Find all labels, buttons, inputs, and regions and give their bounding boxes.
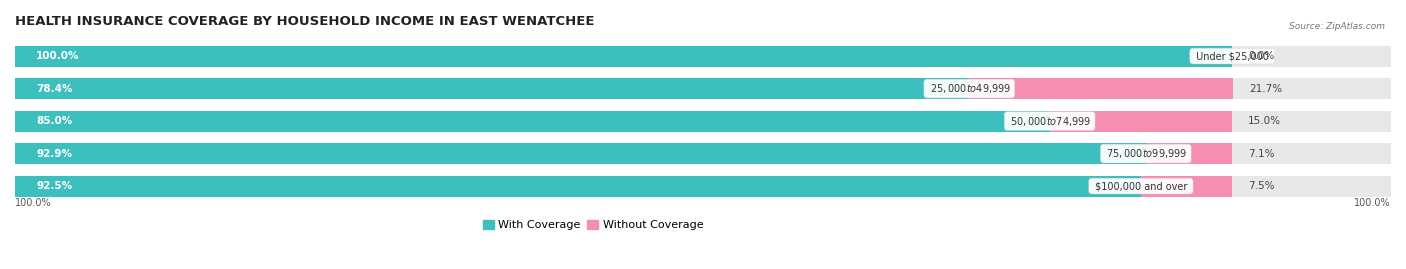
Bar	[969, 78, 1233, 99]
Bar	[1146, 143, 1232, 164]
Text: 7.1%: 7.1%	[1249, 148, 1275, 159]
Bar	[1050, 111, 1232, 132]
Bar	[15, 45, 1232, 67]
Bar	[15, 45, 1391, 67]
Bar	[15, 78, 1391, 99]
Text: Under $25,000: Under $25,000	[1192, 51, 1272, 61]
Text: 92.5%: 92.5%	[37, 181, 72, 191]
Text: HEALTH INSURANCE COVERAGE BY HOUSEHOLD INCOME IN EAST WENATCHEE: HEALTH INSURANCE COVERAGE BY HOUSEHOLD I…	[15, 15, 595, 28]
Text: $75,000 to $99,999: $75,000 to $99,999	[1104, 147, 1188, 160]
Bar	[15, 175, 1391, 197]
Bar	[15, 143, 1391, 164]
Bar	[15, 175, 1140, 197]
Text: 85.0%: 85.0%	[37, 116, 73, 126]
Bar	[15, 111, 1050, 132]
Text: $25,000 to $49,999: $25,000 to $49,999	[927, 82, 1012, 95]
Text: 92.9%: 92.9%	[37, 148, 72, 159]
Bar	[1140, 175, 1232, 197]
Text: 100.0%: 100.0%	[15, 198, 52, 208]
Text: 7.5%: 7.5%	[1249, 181, 1275, 191]
Text: 78.4%: 78.4%	[37, 84, 73, 94]
Text: 100.0%: 100.0%	[1354, 198, 1391, 208]
Text: Source: ZipAtlas.com: Source: ZipAtlas.com	[1289, 22, 1385, 30]
Bar	[15, 143, 1146, 164]
Legend: With Coverage, Without Coverage: With Coverage, Without Coverage	[478, 216, 707, 235]
Text: 15.0%: 15.0%	[1249, 116, 1281, 126]
Text: 100.0%: 100.0%	[37, 51, 80, 61]
Bar	[15, 111, 1391, 132]
Text: $50,000 to $74,999: $50,000 to $74,999	[1007, 115, 1092, 128]
Text: 0.0%: 0.0%	[1249, 51, 1274, 61]
Bar	[15, 78, 969, 99]
Text: 21.7%: 21.7%	[1250, 84, 1282, 94]
Text: $100,000 and over: $100,000 and over	[1091, 181, 1191, 191]
